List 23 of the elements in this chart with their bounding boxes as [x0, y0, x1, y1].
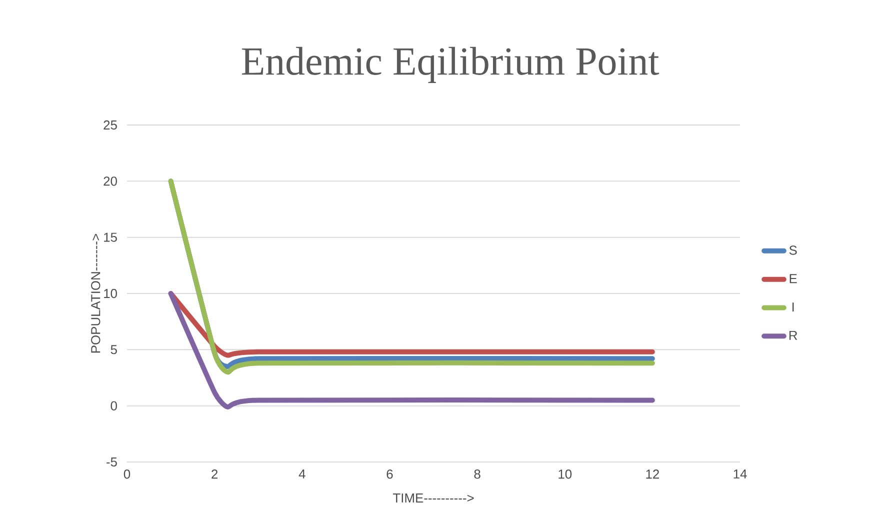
y-tick-label: 15: [104, 232, 117, 242]
x-tick-label: 14: [734, 470, 747, 478]
x-tick-label: 8: [474, 470, 480, 479]
y-tick-label: 5: [110, 345, 117, 354]
y-tick-label: 0: [110, 401, 117, 410]
x-tick-label: 0: [124, 470, 130, 479]
x-tick-label: 4: [298, 470, 306, 478]
x-axis-title: TIME---------->: [392, 494, 474, 502]
legend-label: S: [789, 246, 797, 255]
chart-title: Endemic Eqilibrium Point: [242, 46, 660, 84]
y-tick-label: 10: [104, 288, 117, 298]
x-tick-label: 2: [212, 470, 218, 479]
y-axis-title: POPULATION------->: [91, 234, 100, 353]
x-tick-label: 10: [558, 470, 572, 479]
legend-label: E: [790, 274, 797, 284]
line-series: [168, 291, 655, 410]
y-tick-label: 20: [104, 176, 117, 186]
y-tick-label: 25: [104, 120, 117, 130]
y-tick-label: -5: [106, 457, 117, 467]
x-tick-label: 12: [646, 470, 659, 479]
legend-label: I: [792, 302, 794, 312]
x-tick-label: 6: [386, 470, 393, 479]
legend-label: R: [789, 330, 798, 340]
